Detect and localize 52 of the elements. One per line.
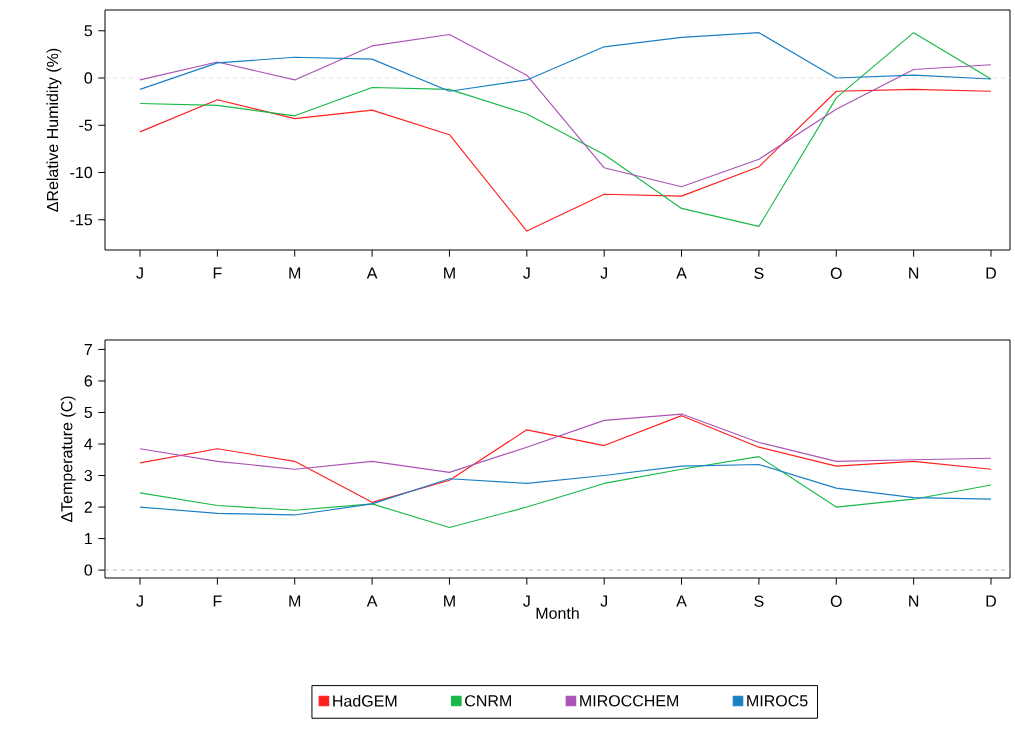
line-series [139,32,992,227]
y-tick-label: 6 [84,375,93,387]
x-tick-label: A [366,595,378,607]
line-series [139,463,992,516]
x-tick-label: J [136,595,143,607]
x-tick-label: F [213,595,222,607]
x-tick-label: M [289,595,301,607]
x-tick-label: J [600,595,607,607]
x-tick-label: O [830,595,842,607]
legend-label: HadGEM [333,694,397,707]
legend-label: CNRM [465,695,511,707]
y-tick-label: 0 [84,564,93,576]
x-tick-label: N [909,267,919,279]
y-tick-label: 1 [85,533,92,545]
y-tick-label: -15 [70,214,93,226]
line-series [139,32,992,92]
x-axis-title: Month [536,607,579,619]
x-tick-label: J [136,267,143,279]
y-axis-title: ΔTemperature (C) [60,396,76,523]
legend-label: MIROCCHEM [580,695,679,707]
y-tick-label: 0 [84,72,93,84]
x-tick-label: D [986,267,997,279]
x-tick-label: M [289,267,301,279]
x-tick-label: S [754,267,764,279]
y-tick-label: 7 [84,343,92,355]
y-tick-label: 5 [84,406,93,419]
x-tick-label: F [213,267,222,279]
legend-label: MIROC5 [747,695,808,707]
x-tick-label: D [986,595,997,607]
x-tick-label: J [523,267,530,279]
x-tick-label: J [523,595,530,607]
x-tick-label: S [754,595,764,607]
y-axis-title: ΔRelative Humidity (%) [46,48,62,212]
line-series [139,456,992,529]
line-series [139,413,992,473]
x-tick-label: M [444,267,455,279]
y-tick-label: 3 [84,469,93,482]
y-tick-label: 2 [84,501,92,513]
x-tick-label: A [366,267,378,279]
y-tick-label: -10 [70,166,93,179]
x-tick-label: N [909,595,919,607]
x-tick-label: O [830,267,842,279]
line-series [139,33,992,188]
x-tick-label: M [444,595,455,607]
y-tick-label: 5 [84,25,93,37]
y-tick-label: 4 [84,438,93,450]
x-tick-label: A [676,595,687,607]
y-tick-label: -5 [79,119,93,131]
x-tick-label: A [676,267,687,279]
line-series [139,415,992,503]
x-tick-label: J [600,267,607,279]
line-series [139,88,992,232]
